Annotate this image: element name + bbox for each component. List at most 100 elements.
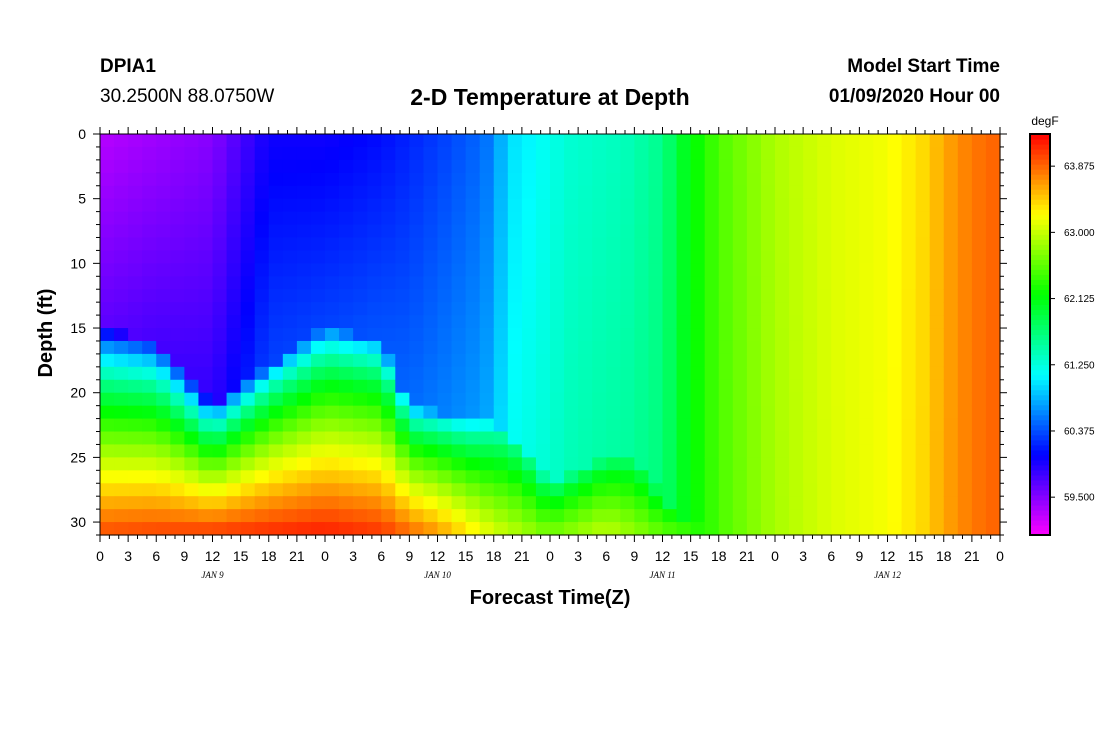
- heatmap-cell: [521, 353, 537, 368]
- heatmap-cell: [606, 263, 621, 277]
- heatmap-cell: [142, 263, 157, 277]
- heatmap-cell: [929, 366, 945, 381]
- heatmap-cell: [212, 198, 228, 213]
- day-label: JAN 9: [201, 570, 224, 580]
- heatmap-cell: [479, 315, 495, 329]
- heatmap-cell: [929, 159, 945, 174]
- heatmap-cell: [296, 302, 312, 316]
- heatmap-cell: [423, 444, 439, 458]
- heatmap-cell: [578, 276, 593, 290]
- heatmap-cell: [718, 340, 734, 355]
- heatmap-cell: [325, 159, 340, 174]
- heatmap-cell: [381, 509, 396, 523]
- heatmap-cell: [114, 302, 129, 316]
- heatmap-cell: [367, 211, 382, 226]
- colorbar-tick-label: 60.375: [1064, 426, 1095, 437]
- heatmap-cell: [732, 418, 748, 433]
- heatmap-cell: [114, 418, 129, 433]
- heatmap-cell: [339, 353, 354, 368]
- heatmap-cell: [156, 457, 171, 471]
- heatmap-cell: [409, 198, 425, 213]
- heatmap-cell: [212, 315, 228, 329]
- heatmap-cell: [535, 289, 551, 303]
- heatmap-cell: [254, 224, 270, 239]
- heatmap-cell: [367, 289, 382, 303]
- heatmap-cell: [901, 431, 917, 446]
- heatmap-cell: [901, 185, 917, 200]
- heatmap-cell: [142, 483, 157, 497]
- heatmap-cell: [156, 263, 171, 277]
- heatmap-cell: [409, 483, 425, 497]
- heatmap-cell: [690, 418, 706, 433]
- heatmap-cell: [690, 211, 706, 226]
- heatmap-cell: [690, 159, 706, 174]
- heatmap-cell: [859, 237, 875, 252]
- heatmap-cell: [339, 522, 354, 536]
- heatmap-cell: [662, 250, 678, 264]
- heatmap-cell: [943, 276, 959, 290]
- heatmap-cell: [198, 340, 214, 355]
- heatmap-cell: [170, 483, 185, 497]
- heatmap-cell: [156, 224, 171, 239]
- heatmap-cell: [943, 224, 959, 239]
- colorbar-swatch: [1030, 479, 1050, 486]
- heatmap-cell: [606, 237, 621, 252]
- heatmap-cell: [760, 328, 776, 342]
- heatmap-cell: [746, 250, 762, 264]
- heatmap-cell: [971, 289, 987, 303]
- heatmap-cell: [760, 444, 776, 458]
- heatmap-cell: [367, 405, 382, 420]
- heatmap-cell: [957, 353, 973, 368]
- heatmap-cell: [985, 211, 1001, 226]
- heatmap-cell: [451, 315, 467, 329]
- heatmap-cell: [114, 315, 129, 329]
- heatmap-cell: [254, 470, 270, 484]
- heatmap-cell: [732, 250, 748, 264]
- heatmap-cell: [620, 405, 635, 420]
- heatmap-cell: [859, 224, 875, 239]
- heatmap-cell: [803, 340, 818, 355]
- heatmap-cell: [620, 444, 635, 458]
- heatmap-cell: [325, 198, 340, 213]
- heatmap-cell: [662, 198, 678, 213]
- heatmap-cell: [648, 315, 664, 329]
- heatmap-cell: [114, 522, 129, 536]
- heatmap-cell: [156, 444, 171, 458]
- heatmap-cell: [240, 366, 256, 381]
- heatmap-cell: [662, 483, 678, 497]
- heatmap-cell: [915, 211, 931, 226]
- heatmap-cell: [282, 263, 298, 277]
- heatmap-cell: [732, 444, 748, 458]
- heatmap-cell: [423, 470, 439, 484]
- heatmap-cell: [564, 444, 579, 458]
- colorbar-swatch: [1030, 134, 1050, 140]
- heatmap-cell: [550, 250, 565, 264]
- heatmap-cell: [240, 418, 256, 433]
- heatmap-cell: [100, 496, 115, 510]
- heatmap-cell: [662, 366, 678, 381]
- heatmap-cell: [831, 328, 846, 342]
- heatmap-cell: [732, 211, 748, 226]
- heatmap-cell: [775, 328, 790, 342]
- heatmap-cell: [831, 405, 846, 420]
- heatmap-cell: [367, 237, 382, 252]
- heatmap-cell: [592, 159, 607, 174]
- heatmap-cell: [423, 263, 439, 277]
- heatmap-cell: [550, 418, 565, 433]
- heatmap-cell: [367, 470, 382, 484]
- heatmap-cell: [915, 237, 931, 252]
- heatmap-cell: [395, 224, 410, 239]
- heatmap-cell: [226, 198, 242, 213]
- heatmap-cell: [479, 444, 495, 458]
- heatmap-cell: [873, 289, 889, 303]
- heatmap-cell: [142, 457, 157, 471]
- heatmap-cell: [929, 134, 945, 148]
- heatmap-cell: [873, 328, 889, 342]
- heatmap-cell: [704, 172, 720, 187]
- heatmap-cell: [859, 444, 875, 458]
- heatmap-cell: [746, 431, 762, 446]
- heatmap-cell: [634, 392, 650, 407]
- heatmap-cell: [128, 289, 143, 303]
- heatmap-cell: [578, 328, 593, 342]
- heatmap-cell: [198, 522, 214, 536]
